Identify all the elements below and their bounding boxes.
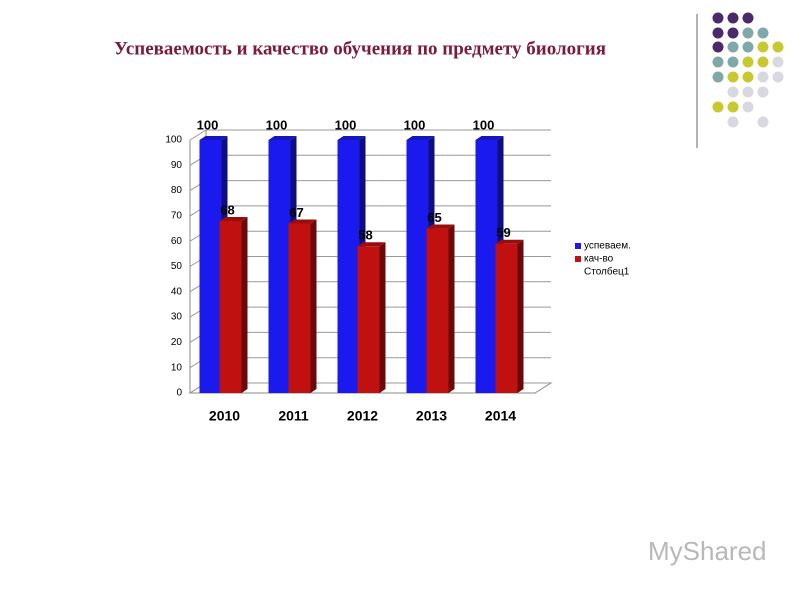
- legend-label: успеваем.: [584, 241, 631, 252]
- data-label: 59: [496, 225, 510, 240]
- data-label: 68: [220, 202, 234, 217]
- data-label: 58: [358, 228, 372, 243]
- bar: [475, 140, 498, 393]
- bar: [199, 140, 222, 393]
- bar-top: [199, 136, 228, 140]
- data-label: 100: [404, 117, 426, 132]
- y-tick-label: 70: [171, 211, 183, 222]
- y-tick-label: 80: [171, 185, 183, 196]
- legend-swatch: [575, 243, 581, 249]
- bar-top: [475, 136, 504, 140]
- bar: [268, 140, 291, 393]
- bar-top: [337, 136, 366, 140]
- bar-top: [357, 242, 386, 247]
- bar: [288, 223, 311, 393]
- grid-line: [189, 129, 551, 141]
- decor-dots: [712, 12, 784, 128]
- data-label: 100: [266, 117, 288, 132]
- y-tick-label: 100: [165, 135, 182, 146]
- bar-side: [379, 242, 386, 393]
- data-label: 100: [473, 117, 495, 132]
- bar: [219, 220, 242, 393]
- data-label: 100: [197, 117, 219, 132]
- x-tick-label: 2014: [485, 408, 516, 424]
- watermark: MyShared: [648, 536, 767, 566]
- y-tick-label: 30: [171, 312, 183, 323]
- bar-side: [310, 219, 317, 393]
- x-tick-label: 2010: [209, 408, 240, 424]
- x-tick-label: 2012: [347, 408, 378, 424]
- y-tick-label: 0: [176, 388, 182, 399]
- y-tick-label: 10: [171, 362, 183, 373]
- bar-top: [219, 216, 248, 221]
- bar: [426, 228, 449, 393]
- y-tick-label: 90: [171, 160, 183, 171]
- chart-title: Успеваемость и качество обучения по пред…: [114, 38, 606, 59]
- legend-label: Столбец1: [584, 266, 630, 278]
- bar: [337, 140, 360, 393]
- legend-label: кач-во: [584, 254, 614, 265]
- bar-side: [517, 239, 524, 393]
- bar-top: [426, 224, 455, 229]
- y-tick-label: 20: [171, 337, 183, 348]
- data-label: 65: [427, 210, 441, 225]
- bar: [357, 246, 380, 393]
- legend-swatch: [575, 256, 581, 262]
- y-tick-label: 50: [171, 261, 183, 272]
- bar-top: [268, 136, 297, 140]
- data-label: 100: [335, 117, 357, 132]
- y-tick-label: 60: [171, 236, 183, 247]
- bar: [495, 243, 518, 393]
- bar-side: [241, 216, 248, 393]
- bar-top: [406, 136, 435, 140]
- y-tick-label: 40: [171, 286, 183, 297]
- bar-side: [448, 224, 455, 393]
- x-tick-label: 2011: [278, 408, 309, 424]
- bar-top: [495, 239, 524, 244]
- chart: 0 10 20 30 40 50 60 70 80 90 100 2010 100 68 2011 100 67…: [165, 117, 631, 423]
- bar-top: [288, 219, 317, 224]
- x-tick-label: 2013: [416, 408, 447, 424]
- bar: [406, 140, 429, 393]
- data-label: 67: [289, 205, 303, 220]
